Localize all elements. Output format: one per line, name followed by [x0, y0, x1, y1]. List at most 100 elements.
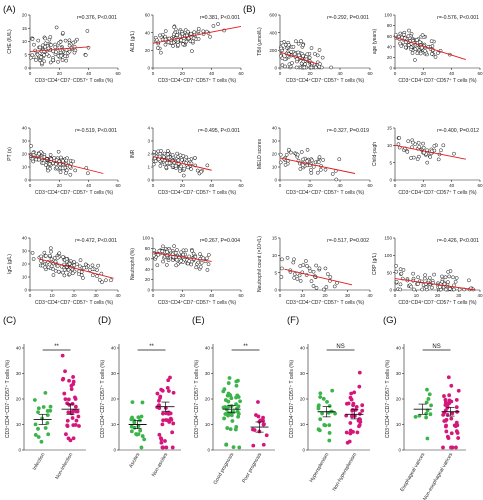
data-point — [430, 285, 434, 290]
data-point — [129, 424, 134, 429]
x-tick-label: 40 — [86, 183, 92, 188]
y-tick-label: 4 — [147, 126, 150, 131]
data-point — [71, 40, 76, 45]
data-point — [77, 424, 81, 428]
y-axis-label: CD3⁺CD4⁺CD7⁻CD57⁺ T cells (%) — [5, 360, 11, 439]
data-point — [157, 249, 162, 253]
data-point — [48, 35, 53, 39]
data-point — [166, 155, 171, 160]
data-point — [278, 160, 283, 165]
data-point — [64, 158, 69, 163]
y-tick-label: 15 — [272, 236, 278, 241]
y-tick-label: 40 — [111, 346, 117, 351]
data-point — [67, 49, 72, 54]
y-tick-label: 20 — [205, 397, 211, 402]
data-point — [305, 147, 310, 152]
y-axis-label: CD3⁺CD4⁺CD7⁻CD57⁺ T cells (%) — [100, 360, 106, 439]
data-point — [226, 381, 231, 385]
axis-line — [279, 15, 370, 69]
scatter-panel-pt: 0 20 40 60 0 10 20 30 40 r=-0.519, P<0.001 PT (s) C… — [7, 126, 121, 196]
y-tick-label: 100 — [142, 236, 150, 241]
y-tick-label: 20 — [272, 152, 278, 157]
data-point — [109, 278, 113, 283]
data-point — [235, 409, 240, 414]
data-point — [301, 53, 305, 58]
data-point — [53, 45, 58, 50]
data-point — [73, 397, 78, 401]
data-point — [129, 417, 134, 422]
data-point — [158, 33, 162, 38]
data-point — [97, 278, 102, 282]
data-point — [30, 251, 35, 255]
data-point — [398, 41, 402, 46]
data-point — [199, 169, 204, 174]
data-point — [258, 418, 263, 423]
y-tick-label: 0 — [274, 178, 277, 183]
data-point — [55, 256, 60, 260]
data-point — [70, 409, 75, 414]
data-point — [406, 34, 411, 38]
data-point — [32, 42, 36, 47]
x-tick-label: 10 — [300, 293, 306, 298]
data-point — [158, 50, 163, 55]
data-point — [440, 274, 444, 279]
data-point — [416, 282, 420, 286]
data-point — [66, 436, 71, 441]
data-point — [422, 276, 427, 281]
data-point — [398, 287, 403, 292]
category-label: Poor prognosis — [241, 452, 263, 485]
y-tick-label: 0 — [113, 448, 116, 453]
regression-line — [152, 26, 242, 44]
data-point — [155, 263, 160, 268]
x-tick-label: 0 — [394, 293, 397, 298]
data-point — [225, 413, 230, 417]
data-point — [229, 413, 234, 418]
data-point — [289, 150, 293, 155]
data-point — [289, 49, 294, 54]
data-point — [228, 393, 233, 398]
data-point — [413, 58, 417, 62]
data-point — [49, 257, 54, 262]
stat-label: r=-0.400, P=0.012 — [437, 128, 479, 134]
data-point — [454, 429, 459, 434]
category-label: Good prognosis — [212, 452, 235, 486]
data-point — [186, 36, 191, 41]
data-point — [153, 159, 158, 164]
data-point — [237, 445, 242, 450]
data-point — [280, 266, 284, 271]
data-point — [176, 42, 180, 47]
y-tick-label: 30 — [205, 371, 211, 376]
stat-label: r=-0.426, P<0.001 — [437, 238, 479, 244]
category-label: Non-infection — [54, 452, 74, 481]
data-point — [161, 154, 166, 159]
data-point — [327, 423, 332, 428]
regression-line — [152, 252, 212, 262]
y-tick-label: 0 — [398, 448, 401, 453]
data-point — [360, 403, 365, 408]
y-tick-label: 0 — [302, 448, 305, 453]
regression-line — [394, 278, 476, 291]
data-point — [72, 50, 77, 55]
data-point — [61, 376, 66, 381]
data-point — [66, 397, 71, 402]
data-point — [83, 262, 88, 267]
data-point — [161, 244, 165, 249]
data-point — [297, 53, 301, 58]
data-point — [46, 265, 51, 270]
data-point — [402, 32, 406, 37]
data-point — [415, 51, 420, 56]
data-point — [58, 39, 63, 44]
data-point — [160, 422, 165, 427]
y-tick-label: 15 — [22, 26, 28, 31]
data-point — [63, 369, 67, 374]
data-point — [296, 41, 301, 46]
data-point — [67, 272, 72, 277]
data-point — [411, 155, 416, 160]
data-point — [60, 31, 65, 35]
data-point — [193, 156, 197, 160]
data-point — [49, 249, 53, 254]
y-tick-label: 0 — [24, 178, 27, 183]
x-axis-label: CD3⁺CD4⁺CD7⁻CD57⁺ T cells (%) — [158, 190, 237, 196]
data-point — [452, 151, 456, 156]
data-point — [47, 162, 52, 166]
